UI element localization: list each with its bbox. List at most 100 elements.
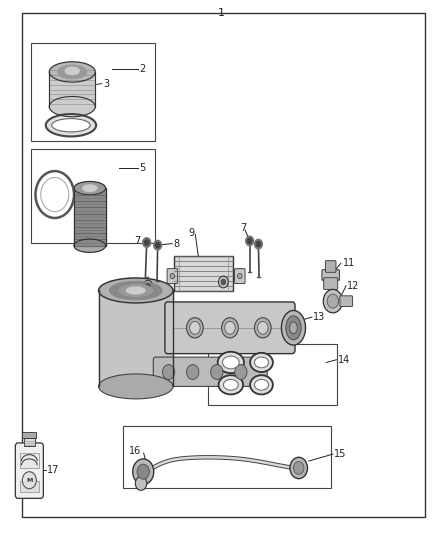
Polygon shape bbox=[49, 72, 95, 107]
Bar bbox=[208, 344, 337, 405]
Ellipse shape bbox=[110, 281, 162, 300]
Circle shape bbox=[155, 243, 160, 248]
FancyBboxPatch shape bbox=[234, 269, 245, 284]
Ellipse shape bbox=[83, 185, 97, 191]
Circle shape bbox=[237, 273, 242, 279]
FancyBboxPatch shape bbox=[167, 269, 178, 284]
Circle shape bbox=[247, 238, 252, 244]
Ellipse shape bbox=[254, 357, 268, 368]
Ellipse shape bbox=[46, 114, 96, 136]
Text: 9: 9 bbox=[188, 229, 194, 238]
Ellipse shape bbox=[49, 62, 95, 82]
Bar bbox=[31, 43, 155, 141]
Bar bbox=[20, 453, 39, 468]
Ellipse shape bbox=[127, 287, 145, 294]
Circle shape bbox=[162, 365, 175, 379]
Ellipse shape bbox=[250, 375, 273, 394]
Bar bbox=[174, 256, 233, 291]
FancyBboxPatch shape bbox=[15, 443, 43, 498]
Circle shape bbox=[133, 459, 154, 484]
Ellipse shape bbox=[281, 310, 306, 345]
Bar bbox=[20, 481, 39, 492]
Circle shape bbox=[170, 273, 174, 279]
FancyBboxPatch shape bbox=[322, 270, 339, 280]
Circle shape bbox=[246, 236, 254, 246]
Ellipse shape bbox=[187, 318, 203, 338]
Text: 11: 11 bbox=[343, 259, 355, 268]
FancyBboxPatch shape bbox=[340, 296, 353, 306]
Circle shape bbox=[211, 365, 223, 379]
Text: 17: 17 bbox=[47, 465, 60, 475]
Bar bbox=[24, 438, 35, 446]
Circle shape bbox=[143, 238, 151, 247]
Ellipse shape bbox=[254, 318, 271, 338]
Text: 14: 14 bbox=[338, 355, 350, 365]
Text: 1: 1 bbox=[218, 8, 225, 18]
FancyBboxPatch shape bbox=[324, 278, 338, 289]
Ellipse shape bbox=[99, 374, 173, 399]
Text: 7: 7 bbox=[134, 236, 140, 246]
Ellipse shape bbox=[52, 118, 90, 132]
Ellipse shape bbox=[218, 352, 244, 373]
Ellipse shape bbox=[49, 96, 95, 117]
Circle shape bbox=[146, 284, 150, 289]
Bar bbox=[31, 149, 155, 243]
Ellipse shape bbox=[190, 321, 200, 334]
Circle shape bbox=[137, 464, 149, 479]
Text: 8: 8 bbox=[173, 239, 180, 248]
Ellipse shape bbox=[254, 379, 268, 390]
Circle shape bbox=[135, 477, 147, 490]
Ellipse shape bbox=[41, 177, 69, 212]
Text: 4: 4 bbox=[53, 122, 59, 131]
Ellipse shape bbox=[223, 379, 238, 390]
Polygon shape bbox=[74, 188, 106, 246]
FancyBboxPatch shape bbox=[153, 357, 267, 386]
Polygon shape bbox=[99, 290, 173, 386]
Circle shape bbox=[327, 294, 339, 308]
Text: 16: 16 bbox=[129, 447, 141, 456]
Bar bbox=[123, 426, 331, 488]
Ellipse shape bbox=[290, 322, 297, 334]
Circle shape bbox=[143, 280, 153, 292]
Circle shape bbox=[254, 239, 262, 249]
Text: 13: 13 bbox=[313, 312, 325, 322]
Ellipse shape bbox=[74, 239, 106, 253]
Text: 3: 3 bbox=[103, 79, 109, 88]
FancyBboxPatch shape bbox=[325, 261, 336, 272]
Circle shape bbox=[323, 289, 343, 313]
Ellipse shape bbox=[99, 278, 173, 303]
Circle shape bbox=[235, 365, 247, 379]
Text: 12: 12 bbox=[347, 281, 360, 290]
Ellipse shape bbox=[219, 375, 243, 394]
Ellipse shape bbox=[74, 181, 106, 195]
Ellipse shape bbox=[65, 67, 79, 75]
Ellipse shape bbox=[286, 316, 301, 340]
Text: 6: 6 bbox=[89, 187, 95, 197]
FancyBboxPatch shape bbox=[165, 302, 295, 354]
Text: 10: 10 bbox=[224, 274, 237, 284]
Ellipse shape bbox=[119, 285, 152, 296]
Text: 2: 2 bbox=[139, 64, 145, 74]
Circle shape bbox=[290, 457, 307, 479]
Text: 15: 15 bbox=[334, 449, 346, 459]
Bar bbox=[22, 432, 36, 438]
Text: 5: 5 bbox=[139, 163, 145, 173]
Text: M: M bbox=[26, 478, 32, 483]
Ellipse shape bbox=[258, 321, 268, 334]
Circle shape bbox=[145, 240, 149, 245]
Text: 7: 7 bbox=[240, 223, 246, 233]
Circle shape bbox=[221, 279, 226, 285]
Ellipse shape bbox=[250, 353, 273, 372]
Text: 10: 10 bbox=[129, 279, 141, 288]
Ellipse shape bbox=[58, 65, 87, 79]
Ellipse shape bbox=[225, 321, 235, 334]
Circle shape bbox=[187, 365, 199, 379]
Ellipse shape bbox=[35, 171, 74, 218]
Ellipse shape bbox=[222, 318, 238, 338]
Circle shape bbox=[293, 462, 304, 474]
Ellipse shape bbox=[223, 356, 239, 369]
Circle shape bbox=[22, 472, 36, 489]
Circle shape bbox=[219, 276, 228, 288]
Circle shape bbox=[154, 240, 162, 250]
Circle shape bbox=[256, 241, 261, 247]
